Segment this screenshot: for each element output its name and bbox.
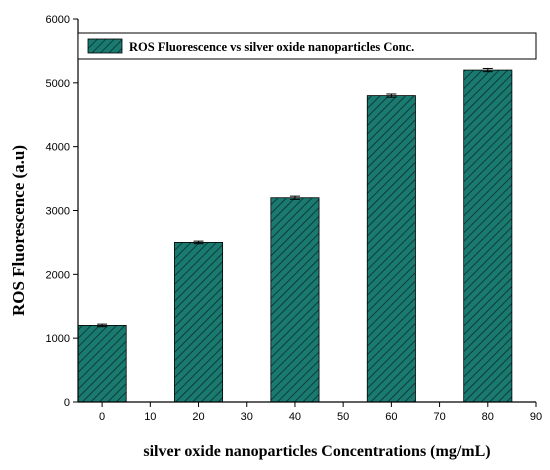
bar: [463, 69, 513, 403]
x-tick-label: 80: [482, 411, 494, 423]
x-tick-label: 60: [385, 411, 397, 423]
y-tick-label: 2000: [46, 269, 70, 281]
x-tick-label: 30: [241, 411, 253, 423]
y-tick-label: 5000: [46, 78, 70, 90]
x-tick-label: 10: [144, 411, 156, 423]
x-tick-label: 70: [433, 411, 445, 423]
legend-swatch: [87, 38, 123, 54]
y-tick-label: 6000: [46, 14, 70, 26]
x-tick-label: 90: [530, 411, 542, 423]
bar: [174, 242, 224, 403]
y-tick-label: 3000: [46, 206, 70, 218]
bar: [77, 324, 127, 403]
x-tick-label: 40: [289, 411, 301, 423]
x-axis-title: silver oxide nanoparticles Concentration…: [143, 443, 490, 460]
legend-label: ROS Fluorescence vs silver oxide nanopar…: [129, 40, 414, 54]
x-tick-label: 20: [192, 411, 204, 423]
y-axis-title: ROS Fluorescence (a.u): [9, 145, 28, 316]
y-tick-label: 4000: [46, 142, 70, 154]
bar: [270, 197, 320, 403]
legend-box: [77, 32, 537, 60]
bar: [366, 95, 416, 403]
x-tick-label: 0: [99, 411, 105, 423]
y-tick-label: 0: [64, 397, 70, 409]
x-tick-label: 50: [337, 411, 349, 423]
y-tick-label: 1000: [46, 333, 70, 345]
legend: ROS Fluorescence vs silver oxide nanopar…: [77, 32, 537, 60]
